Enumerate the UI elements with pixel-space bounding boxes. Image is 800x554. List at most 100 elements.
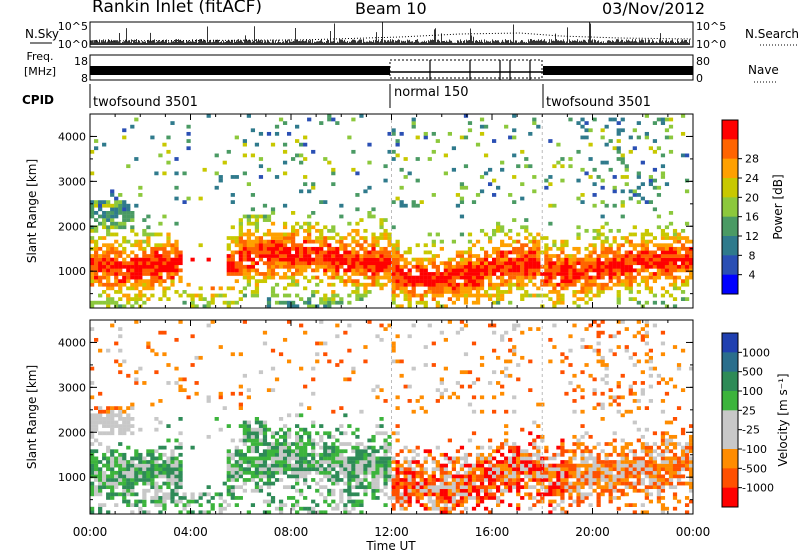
heat-cell bbox=[250, 250, 256, 255]
heat-cell bbox=[98, 474, 103, 479]
heat-cell bbox=[166, 485, 171, 490]
heat-cell bbox=[94, 427, 99, 432]
heat-cell bbox=[588, 286, 593, 291]
heat-cell bbox=[303, 456, 308, 461]
heat-cell bbox=[250, 442, 256, 446]
heat-cell bbox=[246, 218, 251, 222]
heat-cell bbox=[254, 445, 260, 450]
heat-cell bbox=[379, 225, 384, 230]
heat-cell bbox=[576, 196, 581, 201]
heat-cell bbox=[150, 496, 155, 500]
heat-cell bbox=[467, 232, 473, 237]
heat-cell bbox=[274, 470, 280, 475]
heat-cell bbox=[319, 424, 324, 428]
heat-cell bbox=[262, 203, 268, 208]
heat-cell bbox=[664, 449, 670, 454]
heat-cell bbox=[508, 282, 513, 287]
heat-cell bbox=[319, 236, 324, 240]
heat-cell bbox=[407, 300, 412, 305]
heat-cell bbox=[684, 257, 690, 262]
heat-cell bbox=[391, 488, 396, 493]
heat-cell bbox=[407, 272, 412, 276]
heat-cell bbox=[278, 503, 284, 507]
heat-cell bbox=[604, 363, 609, 367]
heat-cell bbox=[94, 268, 99, 273]
colorbar-swatch bbox=[722, 197, 738, 218]
heat-cell bbox=[600, 402, 605, 407]
heat-cell bbox=[455, 503, 461, 507]
heat-cell bbox=[118, 254, 123, 258]
heat-cell bbox=[676, 257, 682, 262]
heat-cell bbox=[644, 463, 649, 468]
heat-cell bbox=[431, 363, 436, 367]
heat-cell bbox=[331, 275, 336, 280]
heat-cell bbox=[94, 424, 99, 428]
power-colorbar-tick: 20 bbox=[745, 191, 759, 204]
heat-cell bbox=[299, 323, 304, 328]
heat-cell bbox=[620, 254, 625, 258]
heat-cell bbox=[407, 334, 412, 339]
heat-cell bbox=[572, 272, 577, 276]
heat-cell bbox=[387, 272, 392, 276]
heat-cell bbox=[580, 286, 585, 291]
heat-cell bbox=[339, 239, 344, 244]
heat-cell bbox=[190, 496, 195, 500]
heat-cell bbox=[254, 481, 260, 486]
heat-cell bbox=[660, 510, 666, 515]
heat-cell bbox=[331, 434, 336, 439]
date-label: 03/Nov/2012 bbox=[602, 0, 706, 18]
heat-cell bbox=[118, 207, 123, 212]
heat-cell bbox=[475, 257, 481, 262]
heat-cell bbox=[648, 366, 653, 371]
heat-cell bbox=[291, 467, 296, 472]
heat-cell bbox=[588, 474, 593, 479]
heat-cell bbox=[238, 243, 243, 248]
heat-cell bbox=[500, 293, 505, 298]
heat-cell bbox=[278, 427, 284, 432]
heat-cell bbox=[343, 503, 348, 507]
heat-cell bbox=[130, 510, 135, 515]
heat-cell bbox=[242, 488, 247, 493]
heat-cell bbox=[471, 341, 477, 346]
heat-cell bbox=[415, 399, 420, 403]
heat-cell bbox=[114, 282, 119, 287]
heat-cell bbox=[431, 254, 436, 258]
heat-cell bbox=[427, 449, 432, 454]
heat-cell bbox=[632, 456, 637, 461]
heat-cell bbox=[282, 257, 288, 262]
heat-cell bbox=[146, 225, 151, 230]
heat-cell bbox=[664, 391, 670, 396]
heat-cell bbox=[154, 470, 159, 475]
heat-cell bbox=[676, 467, 682, 472]
heat-cell bbox=[419, 264, 424, 269]
heat-cell bbox=[435, 272, 440, 276]
heat-cell bbox=[475, 474, 481, 479]
heat-cell bbox=[363, 275, 368, 280]
heat-cell bbox=[471, 431, 477, 436]
heat-cell bbox=[331, 257, 336, 262]
heat-cell bbox=[596, 470, 601, 475]
y-tick-label: 1000 bbox=[58, 265, 86, 278]
heat-cell bbox=[580, 449, 585, 454]
heat-cell bbox=[640, 460, 645, 464]
heat-cell bbox=[110, 424, 115, 428]
heat-cell bbox=[560, 470, 565, 475]
heat-cell bbox=[379, 463, 384, 468]
heat-cell bbox=[286, 261, 292, 266]
heat-cell bbox=[568, 348, 573, 353]
heat-cell bbox=[483, 272, 489, 276]
heat-cell bbox=[359, 467, 364, 472]
heat-cell bbox=[411, 264, 416, 269]
heat-cell bbox=[138, 290, 143, 294]
heat-cell bbox=[122, 218, 127, 222]
heat-cell bbox=[383, 399, 388, 403]
heat-cell bbox=[407, 488, 412, 493]
heat-cell bbox=[359, 254, 364, 258]
heat-cell bbox=[483, 293, 489, 298]
heat-cell bbox=[640, 470, 645, 475]
heat-cell bbox=[415, 178, 420, 183]
heat-cell bbox=[560, 275, 565, 280]
heat-cell bbox=[291, 452, 296, 457]
heat-cell bbox=[504, 485, 509, 490]
heat-cell bbox=[608, 452, 613, 457]
